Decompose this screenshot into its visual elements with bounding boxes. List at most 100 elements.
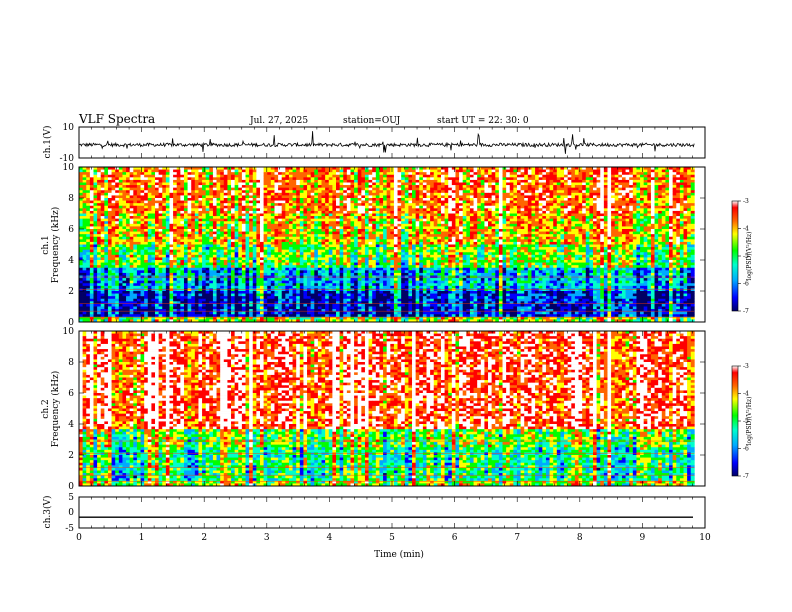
spectrogram-cell (593, 170, 597, 173)
spectrogram-cell (445, 216, 449, 219)
spectrogram-cell (365, 232, 369, 235)
spectrogram-cell (633, 180, 637, 183)
spectrogram-cell (470, 172, 474, 175)
spectrogram-cell (274, 208, 278, 211)
spectrogram-cell (387, 211, 391, 214)
spectrogram-cell (484, 226, 488, 229)
spectrogram-cell (651, 221, 655, 224)
spectrogram-cell (531, 170, 535, 173)
spectrogram-cell (227, 211, 231, 214)
spectrogram-cell (510, 185, 514, 188)
spectrogram-cell (144, 193, 148, 196)
spectrogram-cell (553, 234, 557, 237)
spectrogram-cell (115, 234, 119, 237)
spectrogram-cell (669, 180, 673, 183)
spectrogram-cell (141, 229, 145, 232)
spectrogram-cell (303, 219, 307, 222)
spectrogram-cell (148, 177, 152, 180)
spectrogram-cell (575, 170, 579, 173)
spectrogram-cell (249, 226, 253, 229)
spectrogram-cell (644, 208, 648, 211)
spectrogram-cell (463, 193, 467, 196)
spectrogram-cell (647, 206, 651, 209)
spectrogram-cell (303, 216, 307, 219)
spectrogram-cell (531, 180, 535, 183)
spectrogram-cell (191, 203, 195, 206)
spectrogram-cell (600, 234, 604, 237)
spectrogram-cell (629, 170, 633, 173)
spectrogram-cell (459, 201, 463, 204)
spectrogram-cell (597, 237, 601, 240)
spectrogram-cell (521, 239, 525, 242)
spectrogram-cell (198, 211, 202, 214)
spectrogram-cell (593, 172, 597, 175)
spectrogram-cell (318, 206, 322, 209)
spectrogram-cell (687, 170, 691, 173)
spectrogram-cell (256, 183, 260, 186)
spectrogram-cell (513, 198, 517, 201)
spectrogram-cell (336, 177, 340, 180)
spectrogram-cell (86, 229, 90, 232)
spectrogram-cell (119, 214, 123, 217)
spectrogram-cell (242, 188, 246, 191)
spectrogram-cell (455, 224, 459, 227)
spectrogram-cell (173, 221, 177, 224)
spectrogram-cell (343, 229, 347, 232)
spectrogram-cell (564, 175, 568, 178)
spectrogram-cell (542, 219, 546, 222)
spectrogram-cell (325, 188, 329, 191)
spectrogram-cell (202, 206, 206, 209)
spectrogram-cell (528, 237, 532, 240)
spectrogram-cell (271, 172, 275, 175)
spectrogram-cell (296, 198, 300, 201)
spectrogram-cell (463, 198, 467, 201)
spectrogram-cell (307, 203, 311, 206)
spectrogram-cell (452, 214, 456, 217)
spectrogram-cell (626, 237, 630, 240)
spectrogram-cell (195, 206, 199, 209)
spectrogram-cell (101, 234, 105, 237)
spectrogram-cell (658, 188, 662, 191)
spectrogram-cell (238, 224, 242, 227)
spectrogram-cell (684, 232, 688, 235)
spectrogram-cell (481, 183, 485, 186)
spectrogram-cell (622, 185, 626, 188)
spectrogram-cell (647, 203, 651, 206)
spectrogram-cell (278, 214, 282, 217)
spectrogram-cell (122, 226, 126, 229)
spectrogram-cell (423, 185, 427, 188)
spectrogram-cell (314, 226, 318, 229)
spectrogram-cell (322, 183, 326, 186)
spectrogram-cell (564, 180, 568, 183)
spectrogram-cell (477, 170, 481, 173)
spectrogram-cell (383, 183, 387, 186)
spectrogram-cell (401, 211, 405, 214)
spectrogram-cell (390, 226, 394, 229)
spectrogram-cell (477, 206, 481, 209)
spectrogram-cell (209, 226, 213, 229)
spectrogram-cell (651, 188, 655, 191)
spectrogram-cell (553, 211, 557, 214)
spectrogram-cell (209, 221, 213, 224)
spectrogram-cell (267, 216, 271, 219)
spectrogram-cell (655, 237, 659, 240)
spectrogram-cell (387, 203, 391, 206)
spectrogram-cell (542, 198, 546, 201)
spectrogram-cell (379, 172, 383, 175)
spectrogram-cell (499, 208, 503, 211)
spectrogram-cell (115, 193, 119, 196)
spectrogram-cell (521, 234, 525, 237)
spectrogram-cell (427, 201, 431, 204)
spectrogram-cell (126, 180, 130, 183)
spectrogram-cell (300, 226, 304, 229)
spectrogram-cell (684, 201, 688, 204)
spectrogram-cell (256, 224, 260, 227)
spectrogram-cell (314, 216, 318, 219)
spectrogram-cell (655, 232, 659, 235)
spectrogram-cell (445, 201, 449, 204)
spectrogram-cell (318, 190, 322, 193)
spectrogram-cell (119, 232, 123, 235)
spectrogram-cell (622, 175, 626, 178)
spectrogram-cell (644, 190, 648, 193)
spectrogram-cell (560, 208, 564, 211)
